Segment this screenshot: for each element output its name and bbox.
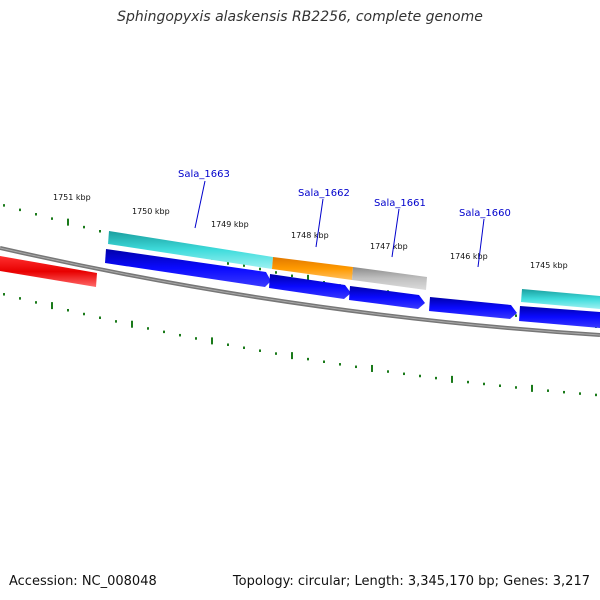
accession-text: Accession: NC_008048 <box>9 574 157 589</box>
gene-label-sala-1662[interactable]: Sala_1662 <box>298 188 350 199</box>
cds-arrow-3[interactable] <box>349 286 425 309</box>
ruler-minor-tick <box>83 312 85 316</box>
ruler-label-1750: 1750 kbp <box>132 207 170 216</box>
ruler-minor-tick <box>435 376 437 380</box>
leader-sala-1663 <box>194 180 206 229</box>
ruler-minor-tick <box>83 225 85 229</box>
ruler-major-tick <box>67 218 69 226</box>
ruler-minor-tick <box>99 230 101 233</box>
ruler-minor-tick <box>419 374 421 378</box>
ruler-label-1748: 1748 kbp <box>291 231 329 240</box>
topology-text: Topology: circular; Length: 3,345,170 bp… <box>232 574 590 589</box>
ruler-major-tick <box>211 337 213 345</box>
ruler-major-tick <box>291 352 293 360</box>
ruler-minor-tick <box>403 372 405 376</box>
ruler-minor-tick <box>291 274 293 278</box>
ruler-minor-tick <box>323 360 325 363</box>
ruler-label-1751: 1751 kbp <box>53 193 91 202</box>
cds-arrow-1[interactable] <box>105 249 271 287</box>
ruler-minor-tick <box>339 363 341 366</box>
ruler-minor-tick <box>515 314 517 317</box>
ruler-minor-tick <box>195 337 197 340</box>
ruler-label-1745: 1745 kbp <box>530 261 568 270</box>
ruler-minor-tick <box>259 349 261 352</box>
inner-ruler-dots <box>3 293 597 397</box>
gene-label-sala-1663[interactable]: Sala_1663 <box>178 169 230 180</box>
ruler-minor-tick <box>163 330 165 334</box>
ruler-minor-tick <box>3 293 5 296</box>
ruler-minor-tick <box>259 267 261 271</box>
ruler-minor-tick <box>243 346 245 350</box>
ruler-minor-tick <box>19 208 21 212</box>
ruler-label-1746: 1746 kbp <box>450 252 488 261</box>
ruler-minor-tick <box>387 370 389 373</box>
ruler-minor-tick <box>307 357 309 361</box>
cds-arrow-2[interactable] <box>269 274 351 299</box>
ruler-label-1749: 1749 kbp <box>211 220 249 229</box>
ruler-minor-tick <box>467 380 469 384</box>
ruler-minor-tick <box>483 382 485 386</box>
ruler-major-tick <box>371 364 373 372</box>
ruler-minor-tick <box>547 389 549 392</box>
ruler-minor-tick <box>579 392 581 395</box>
ruler-minor-tick <box>355 365 357 369</box>
ruler-minor-tick <box>19 297 21 300</box>
ruler-minor-tick <box>275 271 277 274</box>
genome-backbone-highlight <box>0 247 600 336</box>
ruler-minor-tick <box>227 343 229 346</box>
ruler-minor-tick <box>51 217 53 220</box>
ruler-minor-tick <box>3 204 5 207</box>
gene-label-sala-1660[interactable]: Sala_1660 <box>459 208 511 219</box>
feature-cyan-left[interactable] <box>108 231 273 269</box>
ruler-minor-tick <box>243 264 245 267</box>
ruler-minor-tick <box>99 316 101 319</box>
feature-cyan-right[interactable] <box>521 289 600 309</box>
ruler-minor-tick <box>115 320 117 323</box>
leader-sala-1660 <box>477 218 485 268</box>
outer-feature-track <box>0 231 600 309</box>
feature-orange[interactable] <box>272 257 353 280</box>
cds-arrow-5[interactable] <box>519 306 600 328</box>
ruler-minor-tick <box>499 384 501 387</box>
ruler-minor-tick <box>515 386 517 389</box>
ruler-minor-tick <box>179 333 181 337</box>
ruler-major-tick <box>531 384 533 392</box>
ruler-minor-tick <box>563 390 565 394</box>
ruler-minor-tick <box>35 213 37 216</box>
ruler-major-tick <box>307 274 309 282</box>
ruler-major-tick <box>51 302 53 310</box>
ruler-major-tick <box>451 375 453 383</box>
gene-leader-lines <box>194 180 485 268</box>
ruler-minor-tick <box>35 301 37 304</box>
map-title: Sphingopyxis alaskensis RB2256, complete… <box>117 9 483 25</box>
ruler-minor-tick <box>147 327 149 330</box>
cds-arrow-4[interactable] <box>429 297 517 319</box>
ruler-label-1747: 1747 kbp <box>370 242 408 251</box>
ruler-minor-tick <box>595 393 597 397</box>
leader-sala-1662 <box>315 198 324 248</box>
ruler-major-tick <box>131 320 133 328</box>
gene-label-sala-1661[interactable]: Sala_1661 <box>374 198 426 209</box>
cds-track <box>105 249 600 328</box>
feature-red[interactable] <box>0 256 97 287</box>
ruler-minor-tick <box>67 308 69 312</box>
feature-gray[interactable] <box>352 267 427 290</box>
leader-sala-1661 <box>391 208 400 258</box>
ruler-minor-tick <box>275 352 277 355</box>
